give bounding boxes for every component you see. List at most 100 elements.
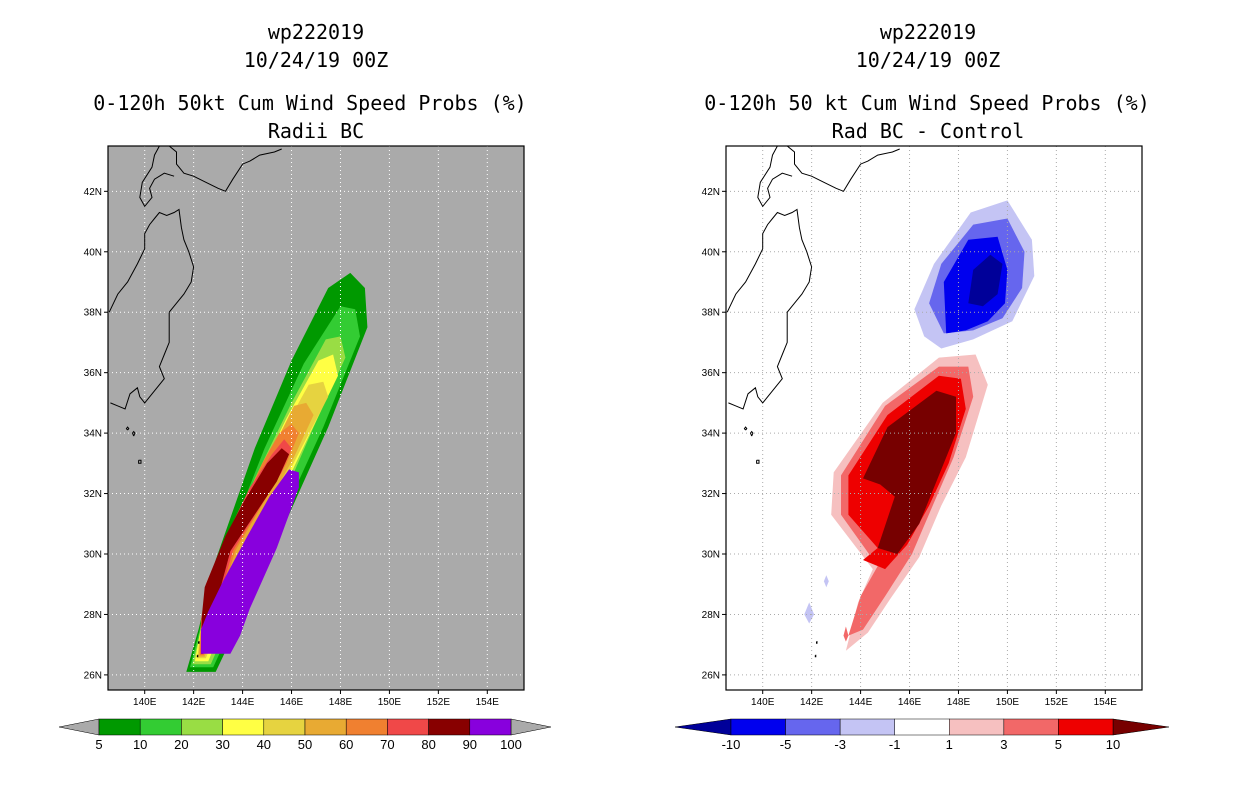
- contour-region-10: [843, 626, 849, 642]
- coastline-4: [131, 430, 136, 437]
- x-tick-label: 148E: [947, 697, 971, 708]
- y-tick-label: 36N: [702, 368, 720, 379]
- right-map-panel: 140E 142E 144E 146E 148E 150E 152E 154E 26N 28N 30…: [702, 145, 1143, 708]
- y-tick-label: 42N: [84, 187, 102, 198]
- colorbar-swatch-8: [428, 718, 471, 736]
- colorbar-swatch-1: [785, 718, 841, 736]
- colorbar-label: 60: [339, 737, 353, 752]
- coastline-1: [168, 146, 282, 192]
- plot-content: [726, 146, 1142, 690]
- coastline-2: [757, 146, 793, 208]
- colorbar-swatch-6: [345, 718, 388, 736]
- left-chart-title: 0-120h 50kt Cum Wind Speed Probs (%): [93, 91, 527, 115]
- left-colorbar: 5 10 20 30 40 50 60 70 80 90 100: [58, 718, 552, 752]
- contour-region-8: [201, 448, 290, 654]
- coastline-5: [756, 459, 760, 464]
- plot-content: [108, 146, 524, 690]
- colorbar-left-arrow: [58, 718, 100, 736]
- coastline-0: [726, 208, 813, 410]
- coastline-5: [138, 459, 142, 464]
- colorbar-swatch-2: [839, 718, 895, 736]
- x-tick-label: 148E: [329, 697, 353, 708]
- coastline-6: [198, 641, 200, 644]
- coastline-6: [816, 641, 818, 644]
- x-tick-label: 140E: [751, 697, 775, 708]
- colorbar-swatch-9: [469, 718, 512, 736]
- contour-region-9: [823, 575, 829, 588]
- plot-frame: [725, 145, 1143, 691]
- y-tick-label: 42N: [702, 187, 720, 198]
- colorbar-left-arrow: [674, 718, 732, 736]
- colorbar-swatch-4: [263, 718, 306, 736]
- x-tick-label: 150E: [378, 697, 402, 708]
- x-tick-label: 144E: [849, 697, 873, 708]
- y-tick-label: 40N: [84, 247, 102, 258]
- x-tick-label: 146E: [898, 697, 922, 708]
- x-tick-label: 140E: [133, 697, 157, 708]
- colorbar-label: 30: [215, 737, 229, 752]
- colorbar-label: -5: [780, 737, 792, 752]
- colorbar-swatch-0: [98, 718, 141, 736]
- y-tick-label: 34N: [84, 429, 102, 440]
- x-tick-label: 142E: [182, 697, 206, 708]
- coastline-7: [814, 654, 817, 658]
- colorbar-right-arrow: [510, 718, 552, 736]
- y-tick-label: 34N: [702, 429, 720, 440]
- colorbar-swatch-3: [894, 718, 950, 736]
- y-tick-label: 32N: [702, 489, 720, 500]
- colorbar-swatch-5: [304, 718, 347, 736]
- colorbar-label: 80: [421, 737, 435, 752]
- x-tick-label: 142E: [800, 697, 824, 708]
- x-tick-label: 144E: [231, 697, 255, 708]
- right-chart-subtitle: Rad BC - Control: [831, 119, 1025, 143]
- colorbar-label: 5: [95, 737, 102, 752]
- y-tick-label: 30N: [84, 550, 102, 561]
- right-storm-id: wp222019: [879, 20, 977, 44]
- left-chart-subtitle: Radii BC: [267, 119, 365, 143]
- colorbar-label: 5: [1055, 737, 1062, 752]
- right-date: 10/24/19 00Z: [855, 48, 1001, 72]
- coastline-0: [108, 208, 195, 410]
- colorbar-swatch-3: [222, 718, 265, 736]
- y-tick-label: 26N: [84, 670, 102, 681]
- colorbar-label: 10: [133, 737, 147, 752]
- contour-region-7: [863, 390, 956, 554]
- colorbar-swatch-7: [387, 718, 429, 736]
- contour-region-9: [201, 469, 299, 654]
- colorbar-label: -1: [889, 737, 901, 752]
- x-tick-label: 154E: [1094, 697, 1118, 708]
- x-tick-label: 152E: [1045, 697, 1069, 708]
- colorbar-label: 40: [257, 737, 271, 752]
- y-tick-label: 38N: [84, 308, 102, 319]
- colorbar-label: 70: [380, 737, 394, 752]
- colorbar-label: 1: [946, 737, 953, 752]
- y-tick-label: 36N: [84, 368, 102, 379]
- y-tick-label: 40N: [702, 247, 720, 258]
- y-tick-label: 26N: [702, 670, 720, 681]
- colorbar-label: -3: [834, 737, 846, 752]
- colorbar-label: 50: [298, 737, 312, 752]
- colorbar-swatch-4: [949, 718, 1005, 736]
- y-tick-label: 32N: [84, 489, 102, 500]
- plot-frame: [107, 145, 525, 691]
- x-tick-label: 154E: [476, 697, 500, 708]
- colorbar-swatch-1: [139, 718, 182, 736]
- left-storm-id: wp222019: [267, 20, 365, 44]
- right-colorbar: -10 -5 -3 -1 1 3 5 10: [674, 718, 1170, 752]
- coastline-3: [125, 426, 130, 431]
- coastline-2: [139, 146, 175, 208]
- y-tick-label: 28N: [84, 610, 102, 621]
- colorbar-swatch-6: [1058, 718, 1114, 736]
- coastline-1: [786, 146, 900, 192]
- colorbar-swatch-2: [181, 718, 223, 736]
- y-tick-label: 30N: [702, 550, 720, 561]
- colorbar-swatch-5: [1003, 718, 1059, 736]
- x-tick-label: 150E: [996, 697, 1020, 708]
- coastline-3: [743, 426, 748, 431]
- colorbar-right-arrow: [1112, 718, 1170, 736]
- x-tick-label: 146E: [280, 697, 304, 708]
- colorbar-label: 3: [1000, 737, 1007, 752]
- x-tick-label: 152E: [427, 697, 451, 708]
- contour-region-3: [968, 254, 1003, 307]
